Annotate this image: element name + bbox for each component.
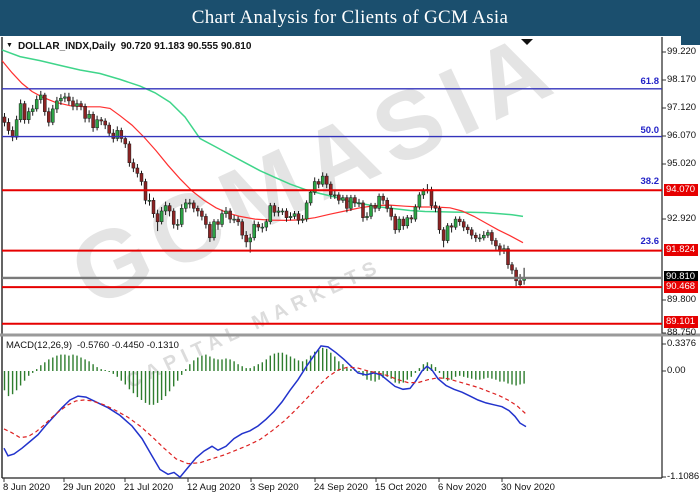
date-label: 15 Oct 2020 [375, 482, 427, 493]
date-label: 24 Sep 2020 [314, 482, 368, 493]
macd-histogram [3, 347, 525, 405]
date-label: 21 Jul 2020 [124, 482, 174, 493]
page-title: Chart Analysis for Clients of GCM Asia [191, 7, 509, 28]
macd-indicator-label: MACD(12,26,9) [6, 340, 72, 351]
price-tick-label: 95.020 [667, 158, 697, 169]
price-tick-label: 99.220 [667, 46, 697, 57]
price-highlight-label: 94.070 [664, 184, 699, 196]
price-highlight-label: 90.468 [664, 281, 699, 293]
macd-tick-label: -1.1086 [667, 471, 700, 482]
fib-level-label: 50.0 [640, 125, 660, 136]
price-tick-label: 92.920 [667, 213, 697, 224]
price-tick-label: 98.170 [667, 74, 697, 85]
price-tick-label: 96.070 [667, 130, 697, 141]
fib-level-label: 23.6 [640, 236, 660, 247]
macd-main-line [3, 345, 527, 479]
fib-level-label: 61.8 [640, 76, 660, 87]
macd-signal-line [3, 366, 527, 465]
price-tick-label: 88.750 [667, 327, 697, 338]
horizontal-lines[interactable] [2, 88, 662, 325]
price-tick-label: 97.120 [667, 102, 697, 113]
fib-level-label: 38.2 [640, 176, 660, 187]
price-tick-label: 89.800 [667, 294, 697, 305]
macd-info-row: MACD(12,26,9) -0.5760 -0.4450 -0.1310 [6, 340, 179, 351]
current-bar-marker-icon [521, 39, 533, 45]
macd-tick-label: 0.3376 [667, 338, 697, 349]
macd-tick-label: 0.00 [667, 365, 686, 376]
macd-values: -0.5760 -0.4450 -0.1310 [77, 340, 179, 351]
symbol-dropdown-icon[interactable]: ▼ [6, 42, 13, 49]
symbol-info-row: ▼ DOLLAR_INDX,Daily 90.720 91.183 90.555… [6, 41, 251, 52]
price-highlight-label: 89.101 [664, 316, 699, 328]
date-label: 30 Nov 2020 [501, 482, 555, 493]
corner-accent [681, 36, 700, 45]
ohlc-quote: 90.720 91.183 90.555 90.810 [120, 41, 252, 52]
date-label: 12 Aug 2020 [187, 482, 241, 493]
candlesticks [2, 90, 526, 287]
date-label: 8 Jun 2020 [3, 482, 51, 493]
axis-ticks [3, 51, 666, 482]
title-bar: Chart Analysis for Clients of GCM Asia [0, 0, 700, 36]
date-label: 3 Sep 2020 [250, 482, 299, 493]
ma-slow-line [1, 49, 524, 218]
date-label: 29 Jun 2020 [63, 482, 116, 493]
ma-fast-line [1, 60, 524, 244]
chart-frame [1, 37, 663, 479]
symbol-label: DOLLAR_INDX,Daily [17, 41, 116, 52]
price-highlight-label: 90.810 [664, 271, 699, 283]
date-label: 6 Nov 2020 [438, 482, 487, 493]
price-highlight-label: 91.824 [664, 244, 699, 256]
